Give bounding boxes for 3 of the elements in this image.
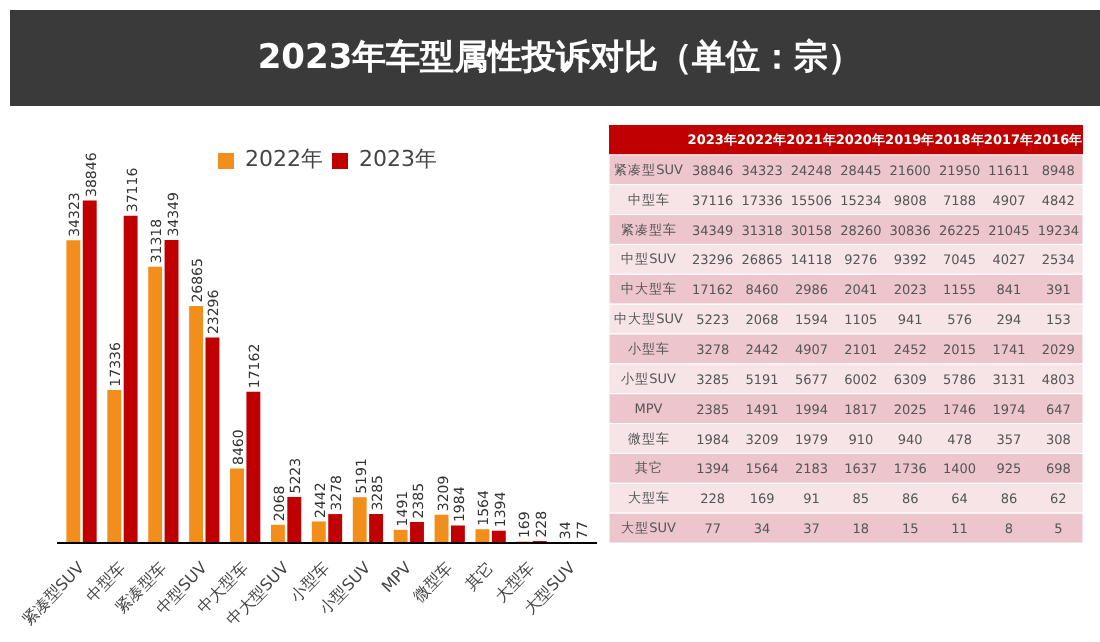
x-tick-label: 微型车 (409, 558, 457, 606)
x-tick-label: 其它 (461, 558, 498, 595)
chart-title: 2023年车型属性投诉对比（单位：宗） (257, 36, 863, 82)
